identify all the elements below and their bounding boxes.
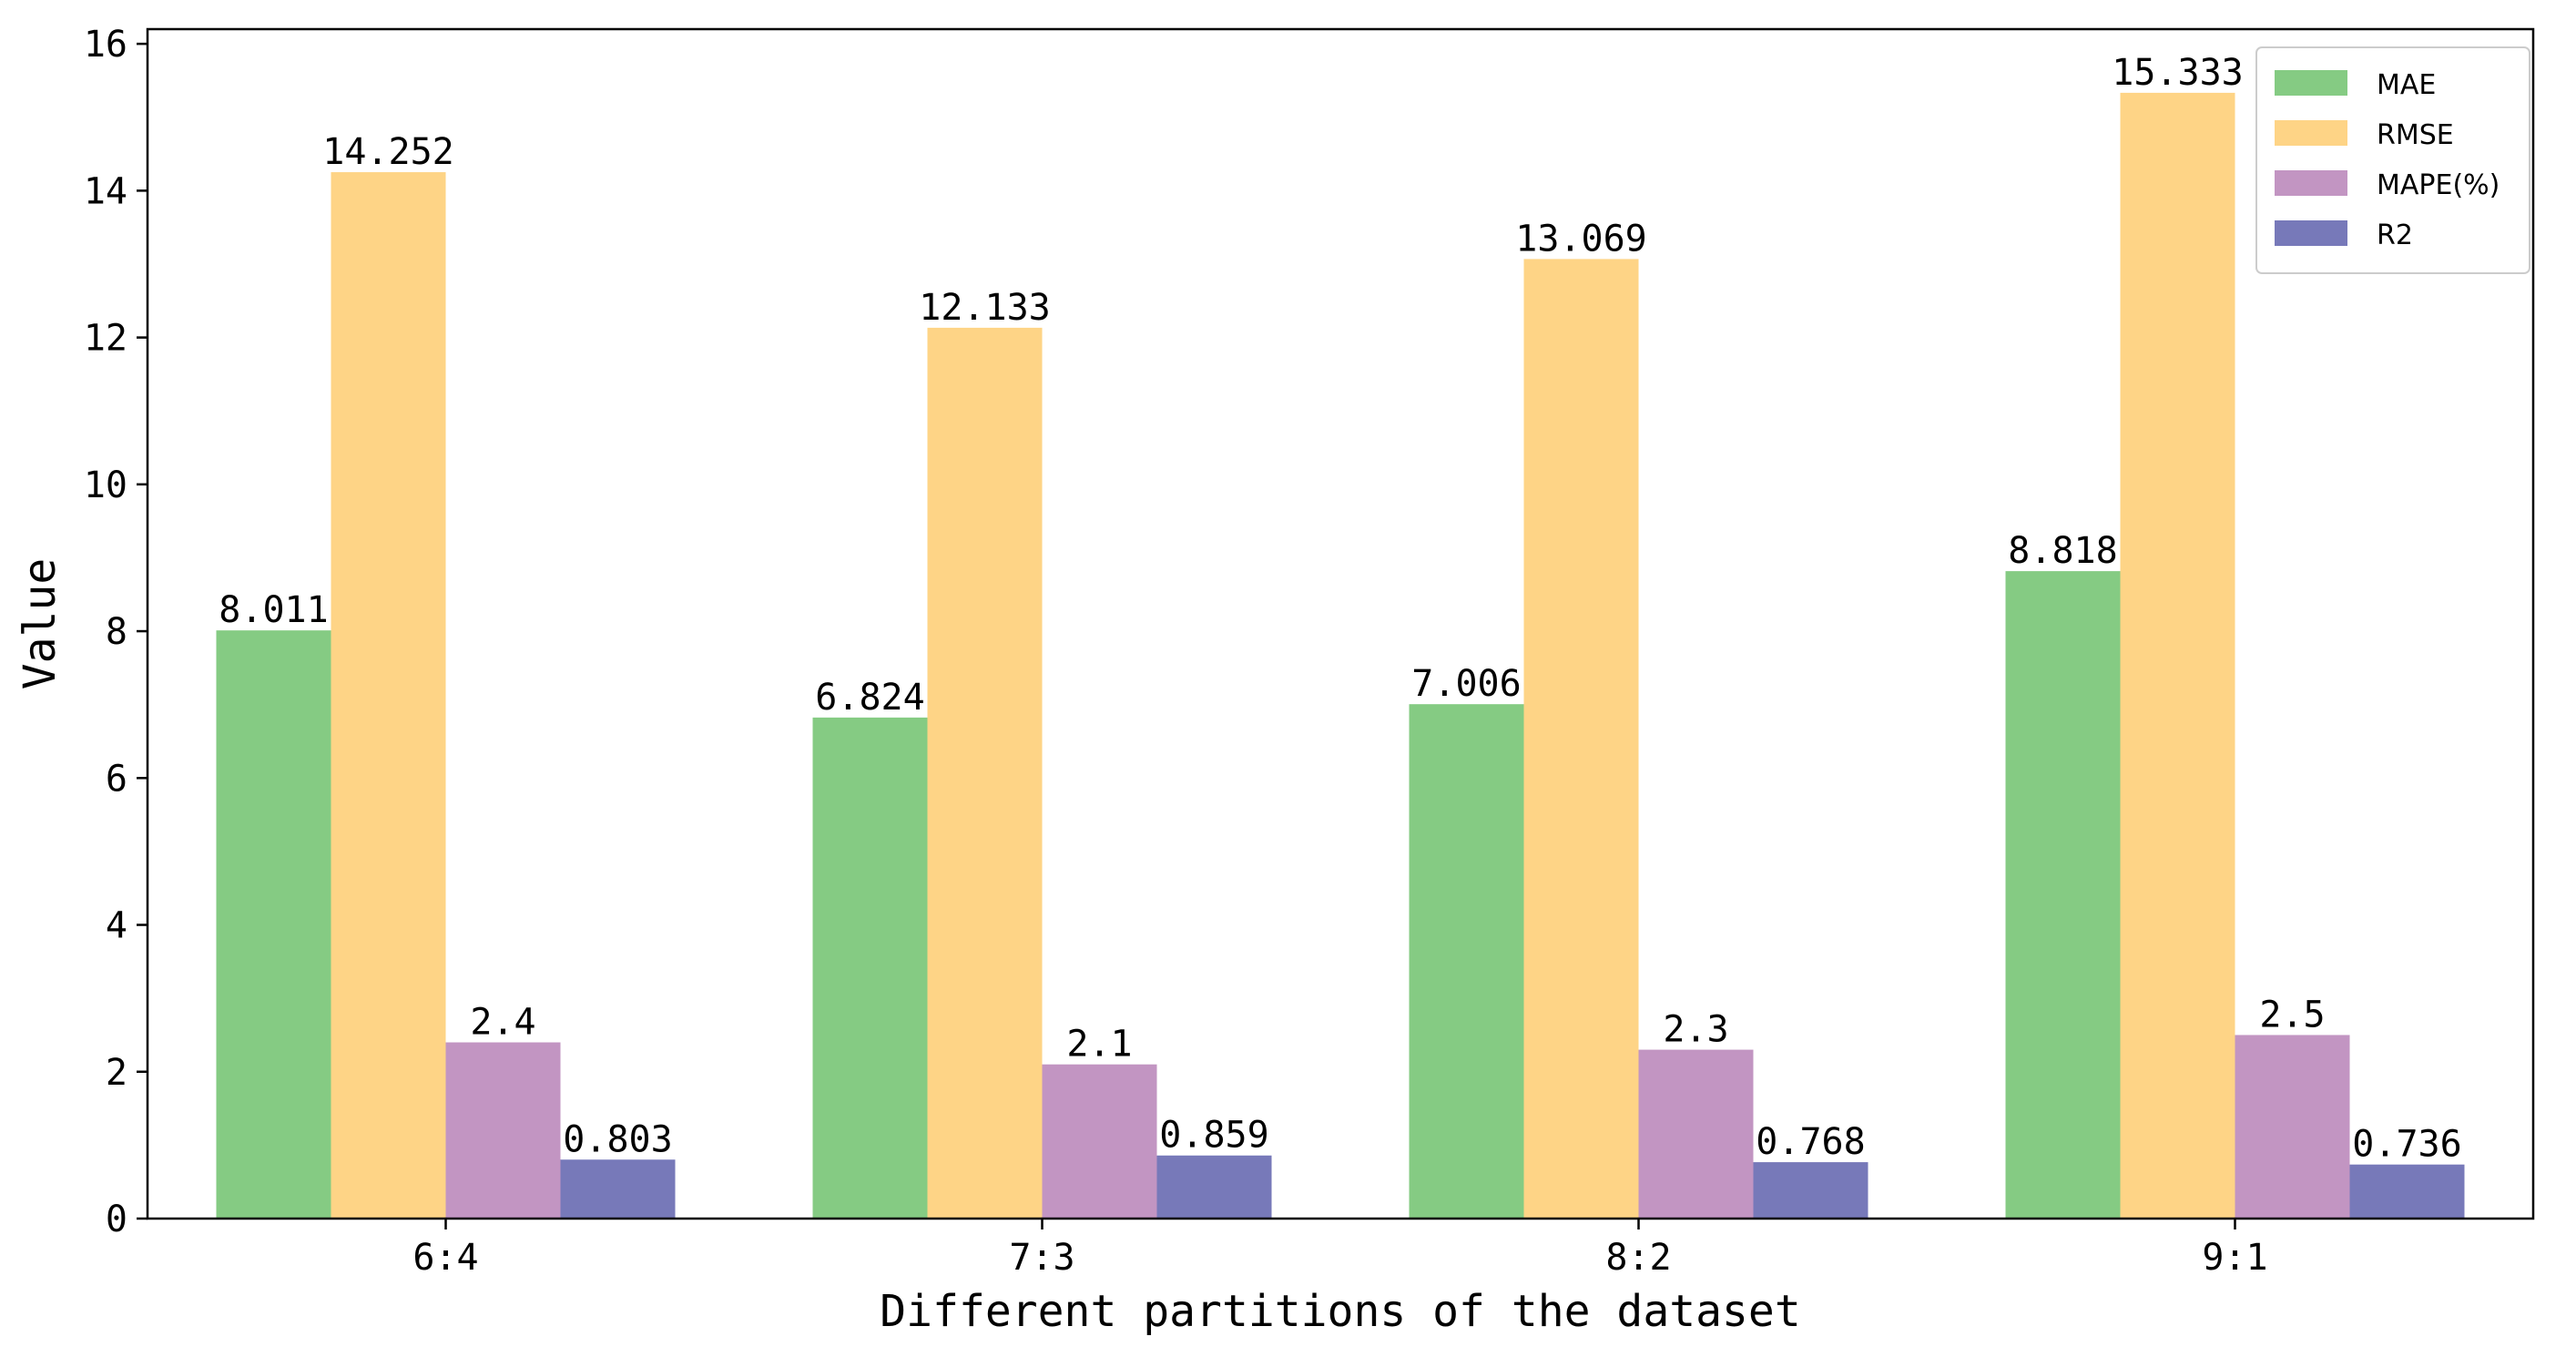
bar-mae-1	[216, 630, 331, 1219]
bar-rmse-3	[1523, 259, 1639, 1219]
bar-rmse-1	[331, 172, 446, 1219]
data-label: 0.768	[1756, 1121, 1865, 1163]
data-label: 7.006	[1411, 663, 1521, 705]
bar-mape-1	[445, 1042, 561, 1219]
bar-r2-4	[2349, 1164, 2465, 1219]
bar-mape-3	[1638, 1049, 1754, 1219]
plot-frame	[146, 27, 2535, 1220]
y-tick-label: 6	[106, 758, 127, 800]
y-tick-label: 2	[106, 1052, 127, 1094]
x-axis: 6:4 7:3 8:2 9:1	[412, 1219, 2268, 1279]
y-tick-label: 8	[106, 611, 127, 653]
legend-swatch	[2275, 220, 2347, 246]
data-label: 2.3	[1663, 1009, 1728, 1051]
data-label: 15.333	[2112, 52, 2244, 94]
x-tick-label: 6:4	[412, 1237, 478, 1279]
y-tick-label: 10	[84, 464, 127, 506]
data-label: 8.818	[2008, 530, 2117, 572]
bar-rmse-2	[927, 327, 1043, 1219]
bar-rmse-4	[2120, 92, 2235, 1219]
bar-r2-1	[560, 1159, 676, 1219]
data-label: 2.5	[2259, 994, 2325, 1036]
y-axis-title: Value	[15, 558, 66, 690]
bar-mae-2	[812, 717, 928, 1219]
legend-label: MAE	[2377, 69, 2436, 101]
x-tick-label: 9:1	[2202, 1237, 2267, 1279]
legend-box	[2255, 46, 2530, 274]
y-tick-label: 14	[84, 170, 127, 212]
bar-mae-3	[1409, 704, 1524, 1219]
legend-label: RMSE	[2377, 119, 2454, 151]
legend-swatch	[2275, 120, 2347, 146]
bar-r2-2	[1156, 1155, 1272, 1219]
legend-swatch	[2275, 70, 2347, 96]
data-label: 6.824	[815, 677, 924, 719]
y-tick-label: 12	[84, 318, 127, 360]
data-label: 2.1	[1066, 1024, 1132, 1066]
y-axis: 0 2 4 6 8 10 12 14 16	[84, 24, 148, 1240]
x-tick-label: 8:2	[1605, 1237, 1671, 1279]
bar-r2-3	[1753, 1162, 1868, 1219]
legend-swatch	[2275, 170, 2347, 196]
bar-mape-2	[1042, 1064, 1157, 1219]
bar-mae-4	[2005, 571, 2121, 1219]
legend: MAE RMSE MAPE(%) R2	[2255, 46, 2530, 274]
bar-mape-4	[2235, 1035, 2350, 1219]
data-label: 0.859	[1159, 1115, 1268, 1157]
y-tick-label: 16	[84, 24, 127, 66]
data-label: 2.4	[470, 1002, 535, 1044]
y-tick-label: 0	[106, 1199, 127, 1240]
x-tick-label: 7:3	[1009, 1237, 1074, 1279]
x-axis-title: Different partitions of the dataset	[880, 1286, 1800, 1337]
bars-layer	[216, 92, 2465, 1219]
data-label: 8.011	[219, 589, 328, 631]
data-label: 12.133	[919, 287, 1051, 329]
data-label: 14.252	[322, 131, 454, 173]
data-label: 0.736	[2352, 1124, 2461, 1166]
legend-label: MAPE(%)	[2377, 169, 2500, 201]
legend-label: R2	[2377, 219, 2413, 251]
data-label: 13.069	[1515, 218, 1647, 260]
data-label: 0.803	[563, 1118, 672, 1160]
data-labels-layer: 8.011 14.252 2.4 0.803 6.824 12.133 2.1 0.859 7.…	[219, 52, 2461, 1166]
y-tick-label: 4	[106, 905, 127, 947]
